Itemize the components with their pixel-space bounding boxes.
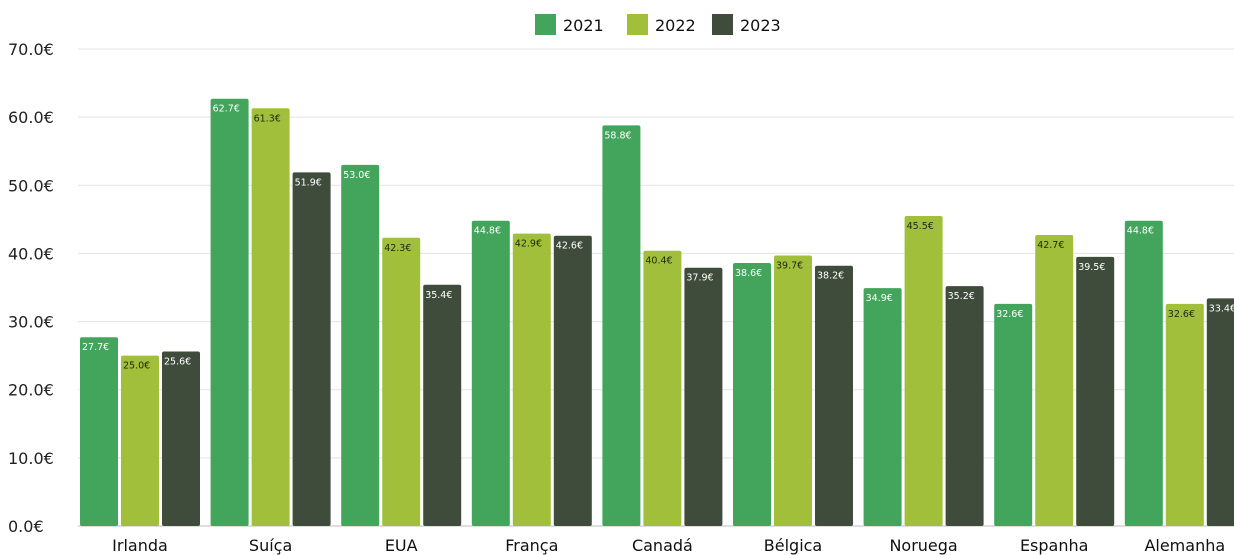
- x-axis-categories: Irlanda Suíça EUA França Canadá Bélgica Norueg…: [112, 536, 1225, 555]
- bar-value-label: 35.2€: [948, 291, 975, 302]
- bar-value-label: 44.8€: [474, 226, 501, 237]
- bar-value-label: 35.4€: [425, 290, 452, 301]
- bar-2023: [162, 351, 200, 526]
- x-category-label: Espanha: [1020, 536, 1089, 555]
- bar-2021: [863, 288, 902, 526]
- bar-value-label: 32.6€: [996, 309, 1023, 320]
- bar-value-label: 25.6€: [164, 357, 191, 368]
- x-category-label: Noruega: [889, 536, 957, 555]
- bar-value-label: 32.6€: [1168, 309, 1195, 320]
- bar-value-label: 33.4€: [1209, 303, 1234, 314]
- bar-value-label: 40.4€: [645, 256, 672, 267]
- y-axis-ticks: 0.0€ 10.0€ 20.0€ 30.0€ 40.0€ 50.0€ 60.0€ 70.0€: [8, 40, 54, 536]
- bar-value-label: 38.2€: [817, 271, 844, 282]
- bar-2021: [471, 220, 510, 526]
- bar-2023: [1076, 256, 1115, 526]
- bar-2023: [292, 172, 331, 527]
- legend-swatch-2023: [712, 14, 733, 35]
- bar-2023: [423, 284, 462, 526]
- x-category-label: Alemanha: [1144, 536, 1225, 555]
- bar-2021: [210, 98, 249, 526]
- bar-2022: [512, 233, 551, 526]
- y-tick-label: 60.0€: [8, 108, 54, 127]
- legend-swatch-2021: [535, 14, 556, 35]
- bar-value-label: 42.3€: [384, 243, 411, 254]
- bar-value-label: 42.7€: [1037, 240, 1064, 251]
- bar-value-label: 42.9€: [515, 239, 542, 250]
- legend-label-2022: 2022: [655, 16, 696, 35]
- bar-value-label: 39.7€: [776, 260, 803, 271]
- bar-value-label: 38.6€: [735, 268, 762, 279]
- bars: [80, 98, 1234, 527]
- y-tick-label: 10.0€: [8, 449, 54, 468]
- x-category-label: França: [505, 536, 558, 555]
- bar-value-label: 53.0€: [343, 170, 370, 181]
- bar-2021: [733, 262, 771, 526]
- x-category-label: Suíça: [249, 536, 292, 555]
- bar-value-label: 42.6€: [556, 241, 583, 252]
- y-tick-label: 70.0€: [8, 40, 54, 59]
- y-tick-label: 20.0€: [8, 381, 54, 400]
- bar-2021: [602, 125, 641, 526]
- x-category-label: EUA: [385, 536, 418, 555]
- bar-2023: [1206, 298, 1234, 526]
- y-tick-label: 50.0€: [8, 176, 54, 195]
- bar-2021: [1124, 220, 1163, 526]
- bar-2022: [774, 255, 812, 527]
- bar-2023: [553, 235, 592, 526]
- bar-value-label: 61.3€: [254, 113, 281, 124]
- legend-swatch-2022: [627, 14, 648, 35]
- bar-2022: [643, 250, 682, 526]
- bar-value-label: 44.8€: [1127, 226, 1154, 237]
- bar-value-label: 27.7€: [82, 342, 109, 353]
- y-tick-label: 30.0€: [8, 313, 54, 332]
- bar-2023: [815, 265, 853, 526]
- legend-label-2021: 2021: [563, 16, 604, 35]
- bar-2023: [684, 267, 723, 526]
- bar-2022: [382, 237, 421, 526]
- y-tick-label: 0.0€: [8, 517, 44, 536]
- bar-value-label: 62.7€: [213, 104, 240, 115]
- bar-2021: [994, 303, 1033, 526]
- legend-label-2023: 2023: [740, 16, 781, 35]
- bar-value-label: 25.0€: [123, 361, 150, 372]
- bar-2023: [945, 286, 984, 526]
- y-tick-label: 40.0€: [8, 244, 54, 263]
- bar-value-label: 58.8€: [604, 130, 631, 141]
- bar-2022: [1035, 235, 1074, 526]
- bar-2021: [341, 164, 380, 527]
- bar-2021: [80, 337, 118, 526]
- x-category-label: Canadá: [632, 536, 693, 555]
- bar-2022: [251, 108, 290, 526]
- bar-value-label: 39.5€: [1078, 262, 1105, 273]
- bar-2022: [121, 355, 159, 526]
- bar-2022: [904, 215, 943, 526]
- legend: 2021 2022 2023: [535, 14, 781, 35]
- bar-2022: [1165, 303, 1204, 526]
- bar-data-labels: 27.7€ 25.0€ 25.6€ 62.7€ 61.3€ 51.9€ 53.0€ 42.3€…: [82, 104, 1234, 372]
- x-category-label: Bélgica: [764, 536, 822, 555]
- bar-value-label: 45.5€: [907, 221, 934, 232]
- bar-value-label: 34.9€: [866, 293, 893, 304]
- bar-value-label: 37.9€: [686, 273, 713, 284]
- bar-value-label: 51.9€: [295, 177, 322, 188]
- x-category-label: Irlanda: [112, 536, 168, 555]
